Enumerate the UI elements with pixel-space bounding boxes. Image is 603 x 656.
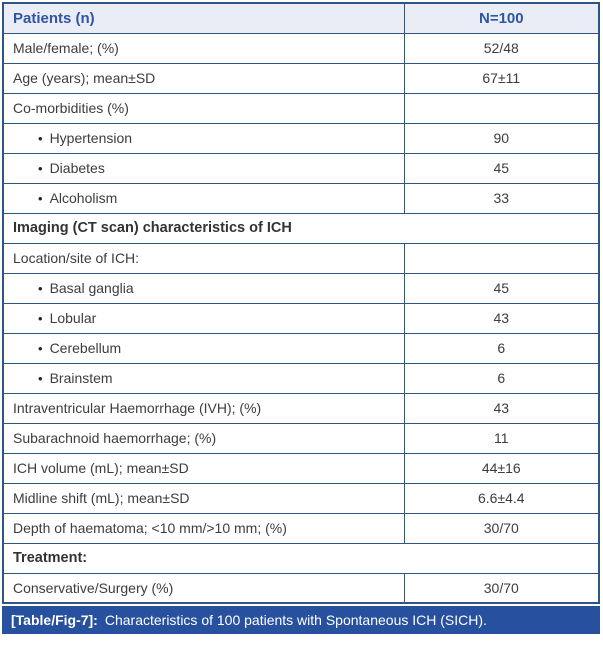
table-row: Intraventricular Haemorrhage (IVH); (%) 4… xyxy=(2,392,600,424)
table-row: Age (years); mean±SD 67±11 xyxy=(2,62,600,94)
table-row: • Brainstem 6 xyxy=(2,362,600,394)
row-value xyxy=(403,242,600,274)
row-label: • Alcoholism xyxy=(2,182,405,214)
row-label: Conservative/Surgery (%) xyxy=(2,572,405,604)
section-label: Treatment: xyxy=(2,542,600,574)
caption-text: Characteristics of 100 patients with Spo… xyxy=(104,612,487,628)
row-value: 52/48 xyxy=(403,32,600,64)
row-label: • Brainstem xyxy=(2,362,405,394)
row-value: 43 xyxy=(403,392,600,424)
row-label: • Basal ganglia xyxy=(2,272,405,304)
bullet-icon: • xyxy=(38,161,43,176)
table-row: Male/female; (%) 52/48 xyxy=(2,32,600,64)
caption-bar: [Table/Fig-7]: Characteristics of 100 pa… xyxy=(2,606,600,634)
row-label: Intraventricular Haemorrhage (IVH); (%) xyxy=(2,392,405,424)
row-label: Subarachnoid haemorrhage; (%) xyxy=(2,422,405,454)
bullet-icon: • xyxy=(38,131,43,146)
table-row: Midline shift (mL); mean±SD 6.6±4.4 xyxy=(2,482,600,514)
table-row: • Alcoholism 33 xyxy=(2,182,600,214)
row-value: 30/70 xyxy=(403,572,600,604)
table-body: Male/female; (%) 52/48 Age (years); mean±S… xyxy=(2,32,600,604)
section-label: Imaging (CT scan) characteristics of ICH xyxy=(2,212,600,244)
row-value: 43 xyxy=(403,302,600,334)
bullet-icon: • xyxy=(38,341,43,356)
header-row: Patients (n) N=100 xyxy=(2,2,600,34)
header-value-cell: N=100 xyxy=(403,2,600,34)
row-value: 30/70 xyxy=(403,512,600,544)
row-value: 44±16 xyxy=(403,452,600,484)
row-value: 45 xyxy=(403,272,600,304)
caption-tag: [Table/Fig-7]: xyxy=(11,612,98,628)
patient-characteristics-table: Patients (n) N=100 Male/female; (%) 52/48… xyxy=(2,2,600,604)
bullet-icon: • xyxy=(38,281,43,296)
row-label: Location/site of ICH: xyxy=(2,242,405,274)
row-value: 45 xyxy=(403,152,600,184)
bullet-icon: • xyxy=(38,371,43,386)
table-row: • Diabetes 45 xyxy=(2,152,600,184)
row-value: 6 xyxy=(403,362,600,394)
table-row: • Hypertension 90 xyxy=(2,122,600,154)
row-value: 67±11 xyxy=(403,62,600,94)
row-label: • Lobular xyxy=(2,302,405,334)
table-row: • Basal ganglia 45 xyxy=(2,272,600,304)
table-row: Co-morbidities (%) xyxy=(2,92,600,124)
row-value: 11 xyxy=(403,422,600,454)
row-label: Male/female; (%) xyxy=(2,32,405,64)
row-label: • Diabetes xyxy=(2,152,405,184)
row-label: Depth of haematoma; <10 mm/>10 mm; (%) xyxy=(2,512,405,544)
bullet-icon: • xyxy=(38,191,43,206)
table-row: Depth of haematoma; <10 mm/>10 mm; (%) 30… xyxy=(2,512,600,544)
row-label: ICH volume (mL); mean±SD xyxy=(2,452,405,484)
row-value: 90 xyxy=(403,122,600,154)
section-row: Treatment: xyxy=(2,542,600,574)
row-value: 6 xyxy=(403,332,600,364)
section-row: Imaging (CT scan) characteristics of ICH xyxy=(2,212,600,244)
row-label: • Hypertension xyxy=(2,122,405,154)
table-row: Conservative/Surgery (%) 30/70 xyxy=(2,572,600,604)
table-row: • Lobular 43 xyxy=(2,302,600,334)
row-label: Midline shift (mL); mean±SD xyxy=(2,482,405,514)
table-row: Location/site of ICH: xyxy=(2,242,600,274)
row-value: 6.6±4.4 xyxy=(403,482,600,514)
row-label: • Cerebellum xyxy=(2,332,405,364)
table-row: ICH volume (mL); mean±SD 44±16 xyxy=(2,452,600,484)
row-value: 33 xyxy=(403,182,600,214)
row-label: Co-morbidities (%) xyxy=(2,92,405,124)
row-value xyxy=(403,92,600,124)
table-row: Subarachnoid haemorrhage; (%) 11 xyxy=(2,422,600,454)
header-label-cell: Patients (n) xyxy=(2,2,405,34)
bullet-icon: • xyxy=(38,311,43,326)
table-row: • Cerebellum 6 xyxy=(2,332,600,364)
row-label: Age (years); mean±SD xyxy=(2,62,405,94)
